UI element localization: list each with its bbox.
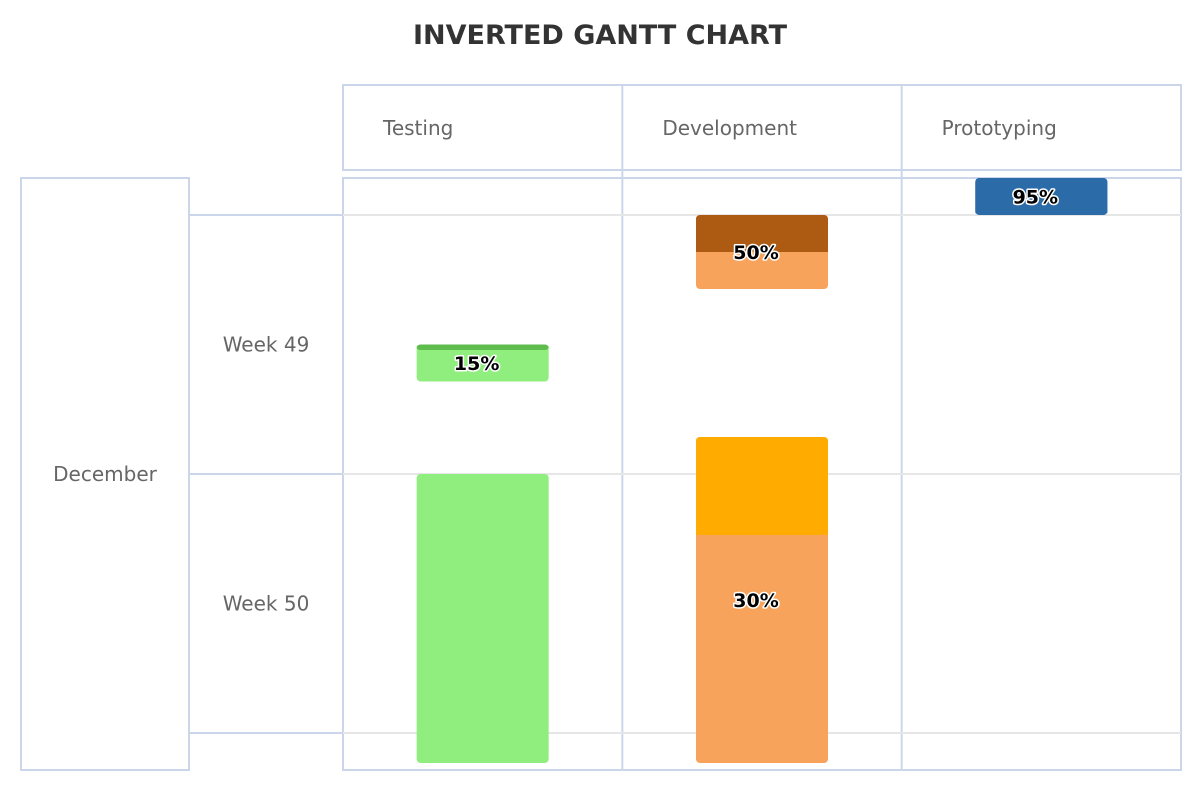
task-completed-fill-edge [975, 209, 1108, 214]
task-bar-label: 15% [454, 353, 499, 375]
row-headers: December Week 49 Week 50 [53, 333, 309, 616]
column-headers: Testing Development Prototyping [382, 116, 1057, 140]
month-axis-frame [20, 177, 190, 771]
chart-title: INVERTED GANTT CHART [413, 20, 788, 51]
task-bar-fill [416, 344, 549, 382]
week-label: Week 50 [223, 592, 310, 616]
task-completed-fill [416, 344, 549, 351]
column-label-development: Development [662, 116, 797, 140]
task-bar-development[interactable]: 30% [696, 437, 828, 763]
column-label-testing: Testing [382, 116, 453, 140]
task-completed-fill-edge [696, 248, 828, 252]
column-label-prototyping: Prototyping [942, 116, 1057, 140]
task-bar-label: 50% [733, 242, 778, 264]
column-header-frame [342, 84, 1182, 171]
task-bar-label: 95% [1013, 187, 1058, 209]
task-bar-testing[interactable]: 15% [416, 344, 549, 382]
task-completed-fill [696, 215, 828, 252]
task-bar-label: 30% [733, 590, 778, 612]
month-label: December [53, 462, 157, 486]
task-completed-fill [975, 178, 1108, 214]
week-label: Week 49 [223, 333, 310, 357]
task-bar-fill [416, 474, 549, 763]
task-bar-development[interactable]: 50% [696, 215, 828, 289]
task-bars: 15% 50% 30% 95% [416, 178, 1108, 763]
task-bar-prototyping[interactable]: 95% [975, 178, 1108, 215]
task-bar-testing[interactable] [416, 474, 549, 763]
task-completed-fill [696, 437, 828, 535]
task-completed-fill-edge [696, 530, 828, 535]
